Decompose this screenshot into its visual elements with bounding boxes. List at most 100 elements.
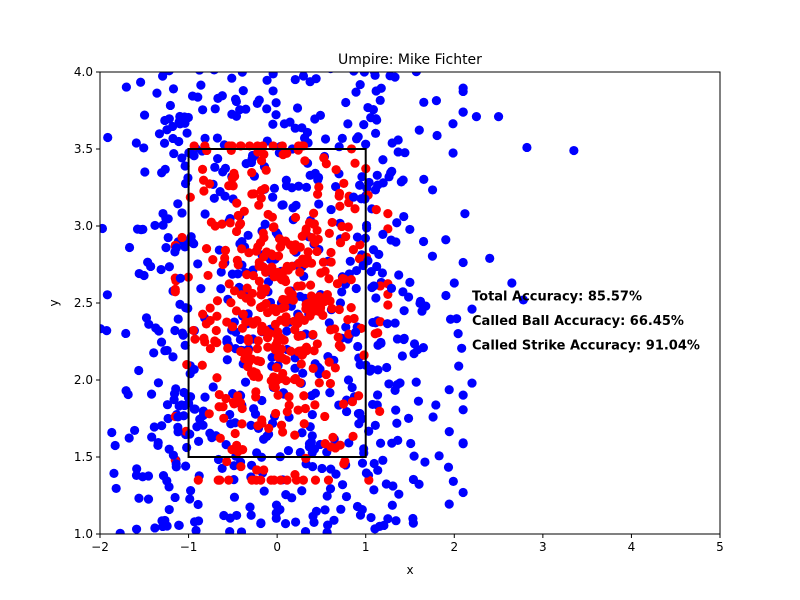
ball-point — [370, 128, 381, 138]
ball-point — [154, 129, 165, 139]
strike-point — [263, 342, 273, 352]
ball-point — [169, 148, 179, 159]
ball-point — [349, 192, 359, 202]
strike-point — [231, 306, 242, 316]
ball-point — [280, 519, 291, 529]
ball-point — [131, 524, 142, 534]
strike-point — [190, 334, 200, 344]
y-tick-label: 2.0 — [74, 373, 93, 387]
ball-point — [189, 239, 199, 249]
ball-point — [298, 368, 308, 378]
strike-point — [203, 270, 213, 281]
strike-point — [359, 350, 369, 360]
x-tick-label: 1 — [362, 540, 370, 554]
strike-point — [303, 247, 313, 257]
ball-point — [441, 290, 451, 301]
ball-point — [283, 445, 294, 456]
strike-point — [301, 342, 312, 352]
ball-point — [458, 107, 468, 117]
strike-point — [267, 262, 277, 272]
strike-point — [170, 284, 180, 294]
ball-point — [359, 120, 369, 130]
ball-point — [301, 182, 312, 192]
strike-point — [312, 189, 323, 199]
strike-point — [298, 254, 308, 264]
ball-point — [357, 172, 367, 182]
ball-point — [418, 343, 428, 353]
ball-point — [341, 406, 352, 417]
strike-point — [284, 392, 294, 402]
strike-point — [261, 299, 271, 309]
strike-point — [243, 346, 253, 357]
ball-point — [394, 489, 404, 499]
strike-point — [328, 432, 338, 442]
strike-point — [244, 248, 254, 258]
ball-point — [370, 185, 381, 195]
ball-point — [193, 499, 203, 510]
strike-point — [242, 270, 252, 280]
ball-point — [368, 399, 378, 410]
strike-point — [364, 475, 374, 485]
ball-point — [399, 211, 409, 222]
ball-point — [185, 494, 195, 504]
ball-point — [434, 451, 444, 461]
y-tick-label: 3.0 — [74, 219, 93, 233]
ball-point — [209, 193, 219, 203]
ball-point — [341, 97, 351, 108]
ball-point — [143, 471, 154, 481]
strike-point — [225, 218, 235, 228]
ball-point — [371, 114, 381, 124]
ball-point — [343, 375, 354, 385]
ball-point — [139, 143, 149, 153]
ball-point — [156, 337, 167, 347]
strike-point — [254, 200, 264, 210]
ball-point — [400, 148, 410, 158]
strike-point — [188, 325, 198, 336]
x-tick-label: −2 — [91, 540, 109, 554]
ball-point — [271, 513, 281, 523]
ball-point — [369, 281, 379, 291]
ball-point — [444, 385, 454, 395]
ball-point — [124, 242, 135, 253]
y-tick-label: 1.0 — [74, 527, 93, 541]
ball-point — [191, 525, 201, 534]
strike-point — [205, 303, 215, 313]
ball-point — [458, 390, 468, 400]
ball-point — [304, 439, 315, 449]
strike-point — [326, 257, 336, 267]
strike-point — [348, 431, 358, 441]
ball-point — [275, 504, 285, 515]
outlier-point — [467, 378, 477, 388]
ball-point — [168, 84, 179, 94]
ball-point — [174, 520, 184, 530]
strike-point — [226, 298, 236, 308]
strike-point — [263, 209, 273, 220]
ball-point — [341, 491, 352, 502]
outlier-point — [460, 209, 470, 219]
ball-point — [343, 119, 353, 129]
ball-point — [121, 82, 131, 92]
strike-point — [252, 356, 263, 366]
strike-point — [215, 475, 225, 485]
strike-point — [285, 240, 296, 250]
ball-point — [208, 382, 218, 392]
strike-point — [230, 428, 240, 439]
ball-point — [236, 527, 247, 534]
strike-point — [280, 302, 290, 312]
strike-point — [177, 232, 187, 243]
strike-point — [271, 307, 281, 317]
strike-point — [330, 363, 340, 373]
ball-point — [180, 242, 190, 252]
ball-point — [246, 510, 256, 520]
strike-point — [249, 189, 259, 199]
ball-point — [146, 389, 157, 399]
ball-point — [182, 128, 192, 138]
ball-point — [386, 235, 396, 245]
ball-point — [212, 133, 223, 143]
ball-point — [231, 111, 242, 121]
strike-point — [222, 456, 232, 467]
ball-point — [353, 409, 364, 419]
ball-point — [290, 123, 300, 133]
strike-point — [323, 475, 334, 485]
